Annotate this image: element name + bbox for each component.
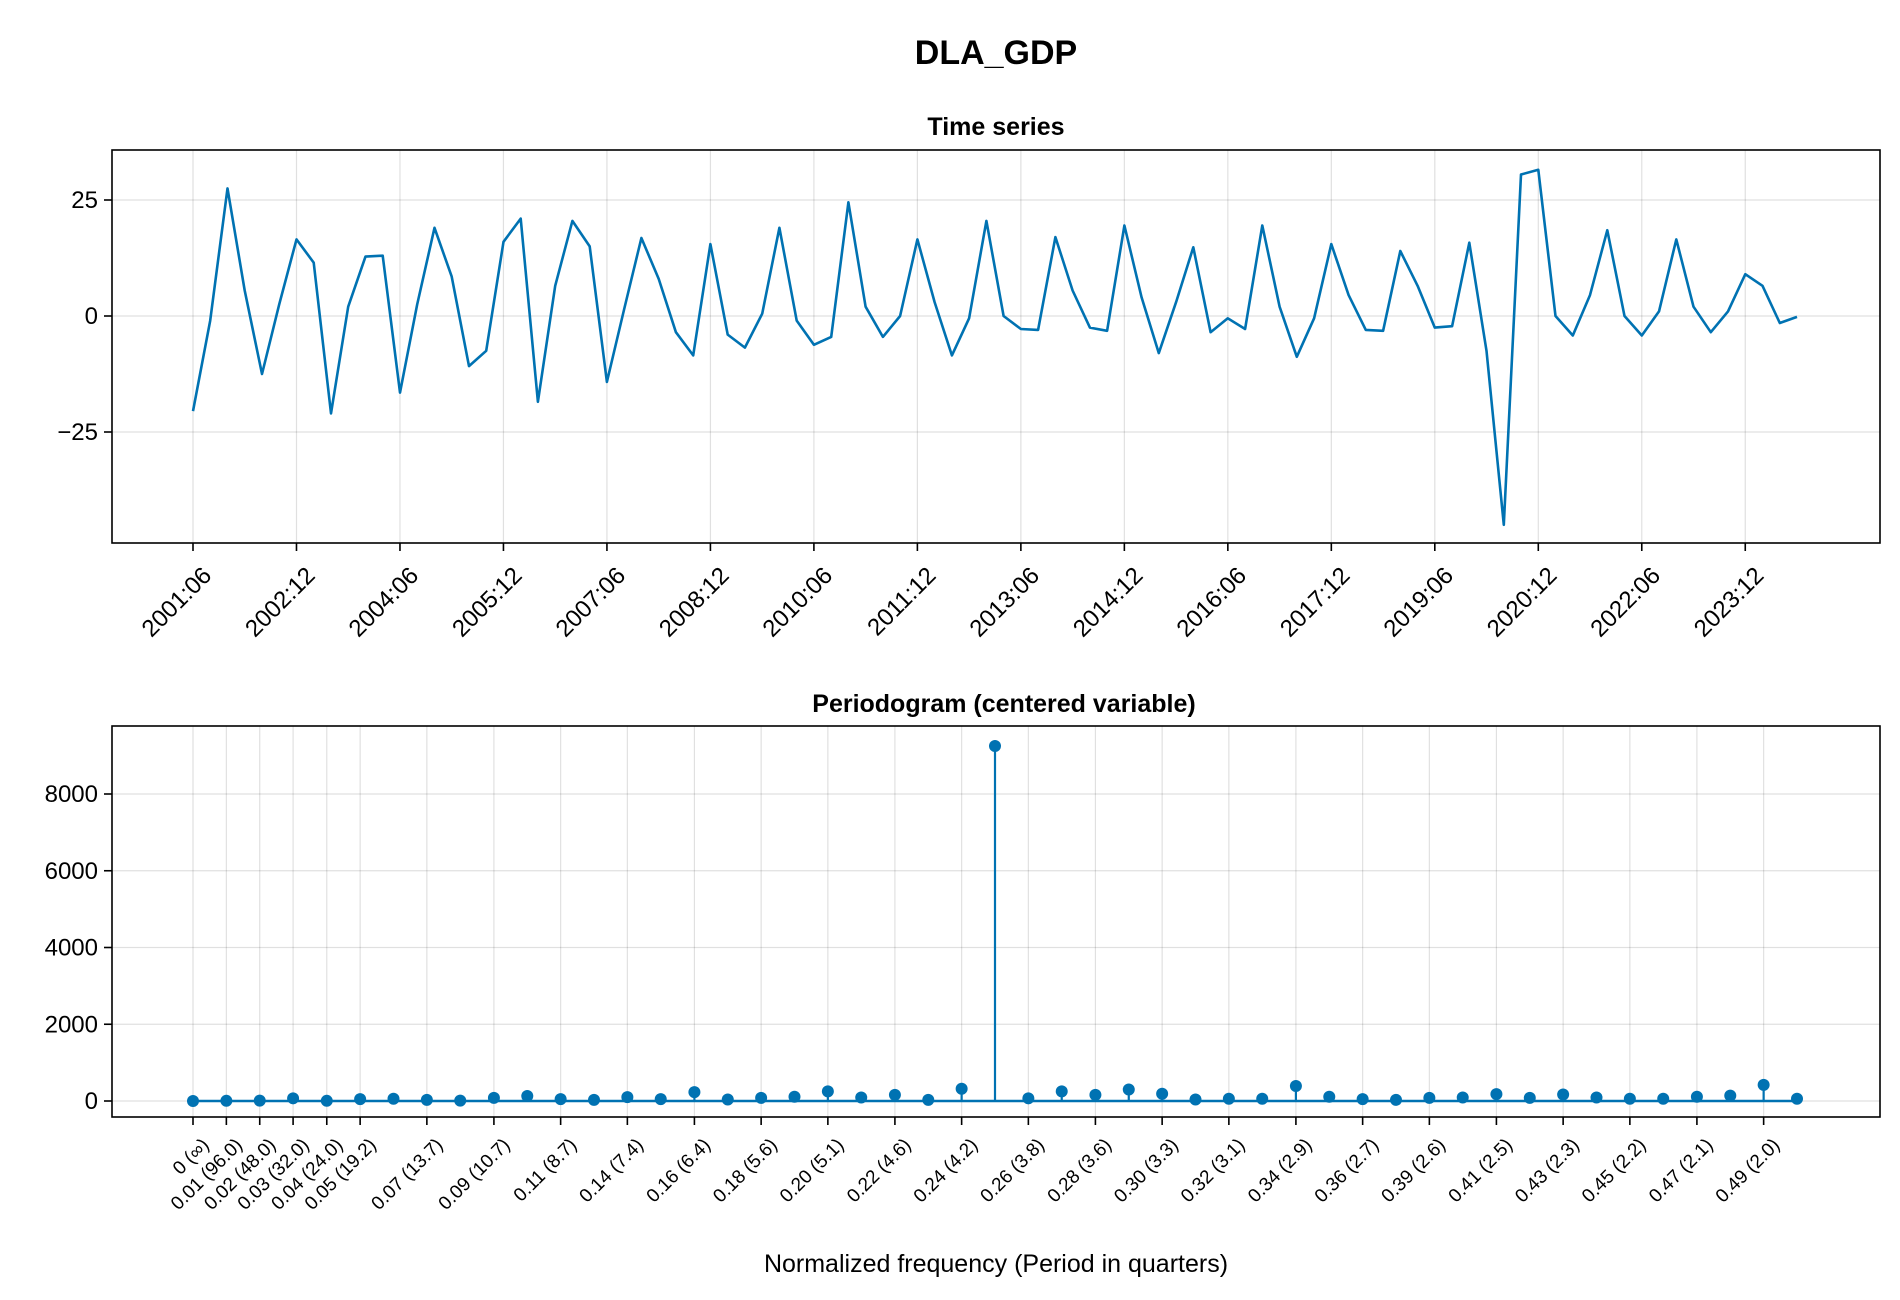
- periodogram-point: [554, 1093, 567, 1106]
- pg-y-tick-label: 0: [85, 1088, 98, 1115]
- periodogram-point: [788, 1090, 801, 1103]
- pg-y-tick-label: 2000: [45, 1011, 98, 1038]
- periodogram-stems: [187, 740, 1803, 1107]
- periodogram-point: [1557, 1088, 1570, 1101]
- periodogram-point: [755, 1091, 768, 1104]
- periodogram-point: [1122, 1083, 1135, 1096]
- periodogram-point: [1690, 1090, 1703, 1103]
- periodogram-y-axis: 0 2000 4000 6000 8000: [45, 781, 112, 1115]
- periodogram-point: [521, 1090, 534, 1103]
- periodogram-point: [922, 1093, 935, 1106]
- periodogram-point: [1256, 1092, 1269, 1105]
- periodogram-point: [1089, 1088, 1102, 1101]
- periodogram-point: [821, 1085, 834, 1098]
- periodogram-point: [1055, 1085, 1068, 1098]
- periodogram-point: [588, 1093, 600, 1106]
- periodogram-point: [420, 1093, 433, 1106]
- periodogram-point: [487, 1091, 500, 1104]
- pg-y-tick-label: 4000: [45, 935, 98, 962]
- periodogram-point: [955, 1082, 968, 1095]
- ts-y-tick-label: −25: [57, 419, 98, 446]
- periodogram-point: [253, 1094, 266, 1107]
- periodogram-point: [1456, 1091, 1469, 1104]
- ts-y-tick-label: 0: [85, 303, 98, 330]
- periodogram-point: [1156, 1087, 1169, 1100]
- periodogram-point: [654, 1093, 667, 1106]
- periodogram-point: [1356, 1093, 1369, 1106]
- periodogram-point: [1490, 1088, 1503, 1101]
- periodogram-point: [1423, 1091, 1436, 1104]
- periodogram-point: [1590, 1091, 1603, 1104]
- periodogram-point: [187, 1095, 199, 1107]
- periodogram-point: [1390, 1093, 1402, 1106]
- periodogram-point: [688, 1086, 701, 1099]
- periodogram-title: Periodogram (centered variable): [812, 690, 1195, 718]
- pg-y-tick-label: 6000: [45, 858, 98, 885]
- periodogram-point: [888, 1088, 901, 1101]
- periodogram-point: [1657, 1092, 1670, 1105]
- periodogram-point: [989, 740, 1001, 753]
- periodogram-point: [1222, 1092, 1235, 1105]
- periodogram-point: [1724, 1089, 1737, 1102]
- periodogram-point: [387, 1092, 400, 1105]
- figure-title: DLA_GDP: [915, 34, 1077, 72]
- periodogram-frame: [111, 725, 1881, 1118]
- periodogram-x-axis-label: Normalized frequency (Period in quarters…: [764, 1250, 1228, 1278]
- time-series-frame: [111, 149, 1881, 544]
- periodogram-point: [1791, 1092, 1803, 1105]
- periodogram-point: [1623, 1092, 1636, 1105]
- periodogram-point: [1323, 1090, 1336, 1103]
- periodogram-point: [320, 1094, 333, 1107]
- time-series-y-axis: −25 0 25: [57, 187, 112, 446]
- periodogram-point: [1022, 1092, 1035, 1105]
- periodogram-point: [1523, 1091, 1536, 1104]
- periodogram-point: [354, 1093, 367, 1106]
- time-series-grid: [112, 150, 1880, 543]
- periodogram-point: [621, 1091, 634, 1104]
- pg-y-tick-label: 8000: [45, 781, 98, 808]
- time-series-title: Time series: [927, 113, 1064, 141]
- periodogram-point: [1289, 1080, 1302, 1093]
- periodogram-point: [287, 1092, 300, 1105]
- periodogram-point: [220, 1094, 233, 1107]
- periodogram-point: [1189, 1093, 1202, 1106]
- periodogram-point: [855, 1091, 868, 1104]
- periodogram-point: [454, 1094, 467, 1107]
- periodogram-point: [1757, 1078, 1770, 1091]
- periodogram-point: [721, 1093, 734, 1106]
- time-series-line: [191, 168, 1798, 527]
- ts-y-tick-label: 25: [71, 187, 98, 214]
